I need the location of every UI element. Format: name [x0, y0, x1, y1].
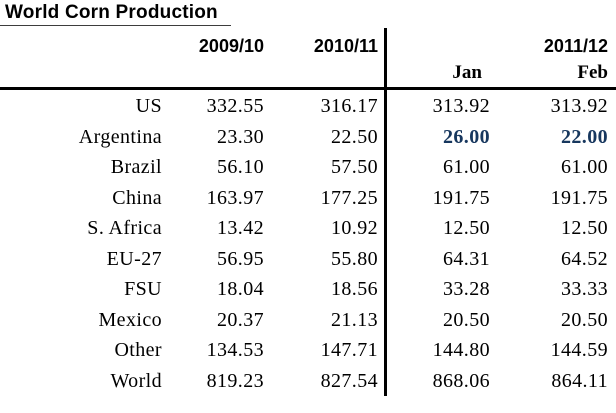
value-2010-11: 18.56	[331, 278, 378, 300]
value-feb: 313.92	[550, 95, 608, 117]
month-header-spacer-2	[168, 60, 266, 86]
row-label: S. Africa	[87, 217, 162, 239]
table-row: Brazil 56.10 57.50 61.00 61.00	[0, 152, 616, 183]
col-header-2009-10: 2009/10	[198, 36, 264, 56]
value-jan: 144.80	[432, 339, 490, 361]
value-2010-11: 827.54	[320, 369, 378, 392]
value-2009-10: 332.55	[206, 95, 264, 117]
value-jan: 61.00	[443, 156, 490, 178]
table-row: S. Africa 13.42 10.92 12.50 12.50	[0, 213, 616, 244]
row-label: China	[112, 186, 162, 209]
value-feb: 144.59	[550, 339, 608, 361]
value-jan: 26.00	[443, 125, 490, 148]
value-feb: 64.52	[561, 247, 608, 270]
value-2009-10: 134.53	[206, 339, 264, 361]
row-label: EU-27	[106, 247, 162, 270]
table-row: EU-27 56.95 55.80 64.31 64.52	[0, 244, 616, 275]
table-row: FSU 18.04 18.56 33.28 33.33	[0, 274, 616, 305]
value-feb: 20.50	[561, 308, 608, 331]
column-divider-rule	[384, 28, 387, 396]
month-header-spacer	[0, 60, 168, 86]
value-feb: 12.50	[561, 217, 608, 239]
page-title: World Corn Production	[5, 2, 218, 23]
value-2010-11: 55.80	[331, 247, 378, 270]
value-2009-10: 819.23	[206, 369, 264, 392]
value-jan: 868.06	[432, 369, 490, 392]
table-row: World 819.23 827.54 868.06 864.11	[0, 366, 616, 397]
row-label: Other	[114, 339, 162, 361]
col-header-2011-12: 2011/12	[543, 36, 608, 56]
month-header-spacer-3	[266, 60, 380, 86]
row-label: World	[110, 369, 162, 392]
table-row: Other 134.53 147.71 144.80 144.59	[0, 335, 616, 366]
row-label: Brazil	[110, 156, 162, 178]
value-feb: 22.00	[561, 125, 608, 148]
table-row: US 332.55 316.17 313.92 313.92	[0, 91, 616, 122]
month-header-row: Jan Feb	[0, 60, 616, 86]
table-row: Mexico 20.37 21.13 20.50 20.50	[0, 305, 616, 336]
value-jan: 313.92	[432, 95, 490, 117]
value-2010-11: 21.13	[331, 308, 378, 331]
col-header-jan: Jan	[452, 62, 482, 83]
value-2009-10: 18.04	[217, 278, 264, 300]
value-2010-11: 57.50	[331, 156, 378, 178]
col-header-feb: Feb	[577, 62, 608, 83]
header-separator-rule	[0, 87, 616, 90]
value-2009-10: 163.97	[206, 186, 264, 209]
value-jan: 33.28	[443, 278, 490, 300]
table-row: China 163.97 177.25 191.75 191.75	[0, 183, 616, 214]
value-jan: 20.50	[443, 308, 490, 331]
value-feb: 864.11	[551, 369, 608, 392]
row-label: US	[135, 95, 162, 117]
value-2010-11: 22.50	[331, 125, 378, 148]
table-body: US 332.55 316.17 313.92 313.92 Argentina…	[0, 91, 616, 396]
value-feb: 191.75	[550, 186, 608, 209]
value-2009-10: 13.42	[217, 217, 264, 239]
value-2009-10: 23.30	[217, 125, 264, 148]
table-row: Argentina 23.30 22.50 26.00 22.00	[0, 122, 616, 153]
value-jan: 12.50	[443, 217, 490, 239]
value-feb: 61.00	[561, 156, 608, 178]
row-label: Mexico	[98, 308, 162, 331]
value-2010-11: 177.25	[320, 186, 378, 209]
value-2010-11: 316.17	[320, 95, 378, 117]
year-header-row: 2009/10 2010/11 2011/12	[0, 33, 616, 59]
year-header-spacer	[0, 33, 168, 59]
value-2009-10: 56.95	[217, 247, 264, 270]
value-jan: 191.75	[432, 186, 490, 209]
value-2010-11: 10.92	[331, 217, 378, 239]
year-header-spacer-2	[380, 33, 492, 59]
title-underline	[0, 25, 231, 27]
value-2009-10: 20.37	[217, 308, 264, 331]
value-2009-10: 56.10	[217, 156, 264, 178]
value-feb: 33.33	[561, 278, 608, 300]
value-jan: 64.31	[443, 247, 490, 270]
row-label: FSU	[124, 278, 162, 300]
row-label: Argentina	[78, 125, 162, 148]
value-2010-11: 147.71	[320, 339, 378, 361]
col-header-2010-11: 2010/11	[313, 36, 378, 56]
